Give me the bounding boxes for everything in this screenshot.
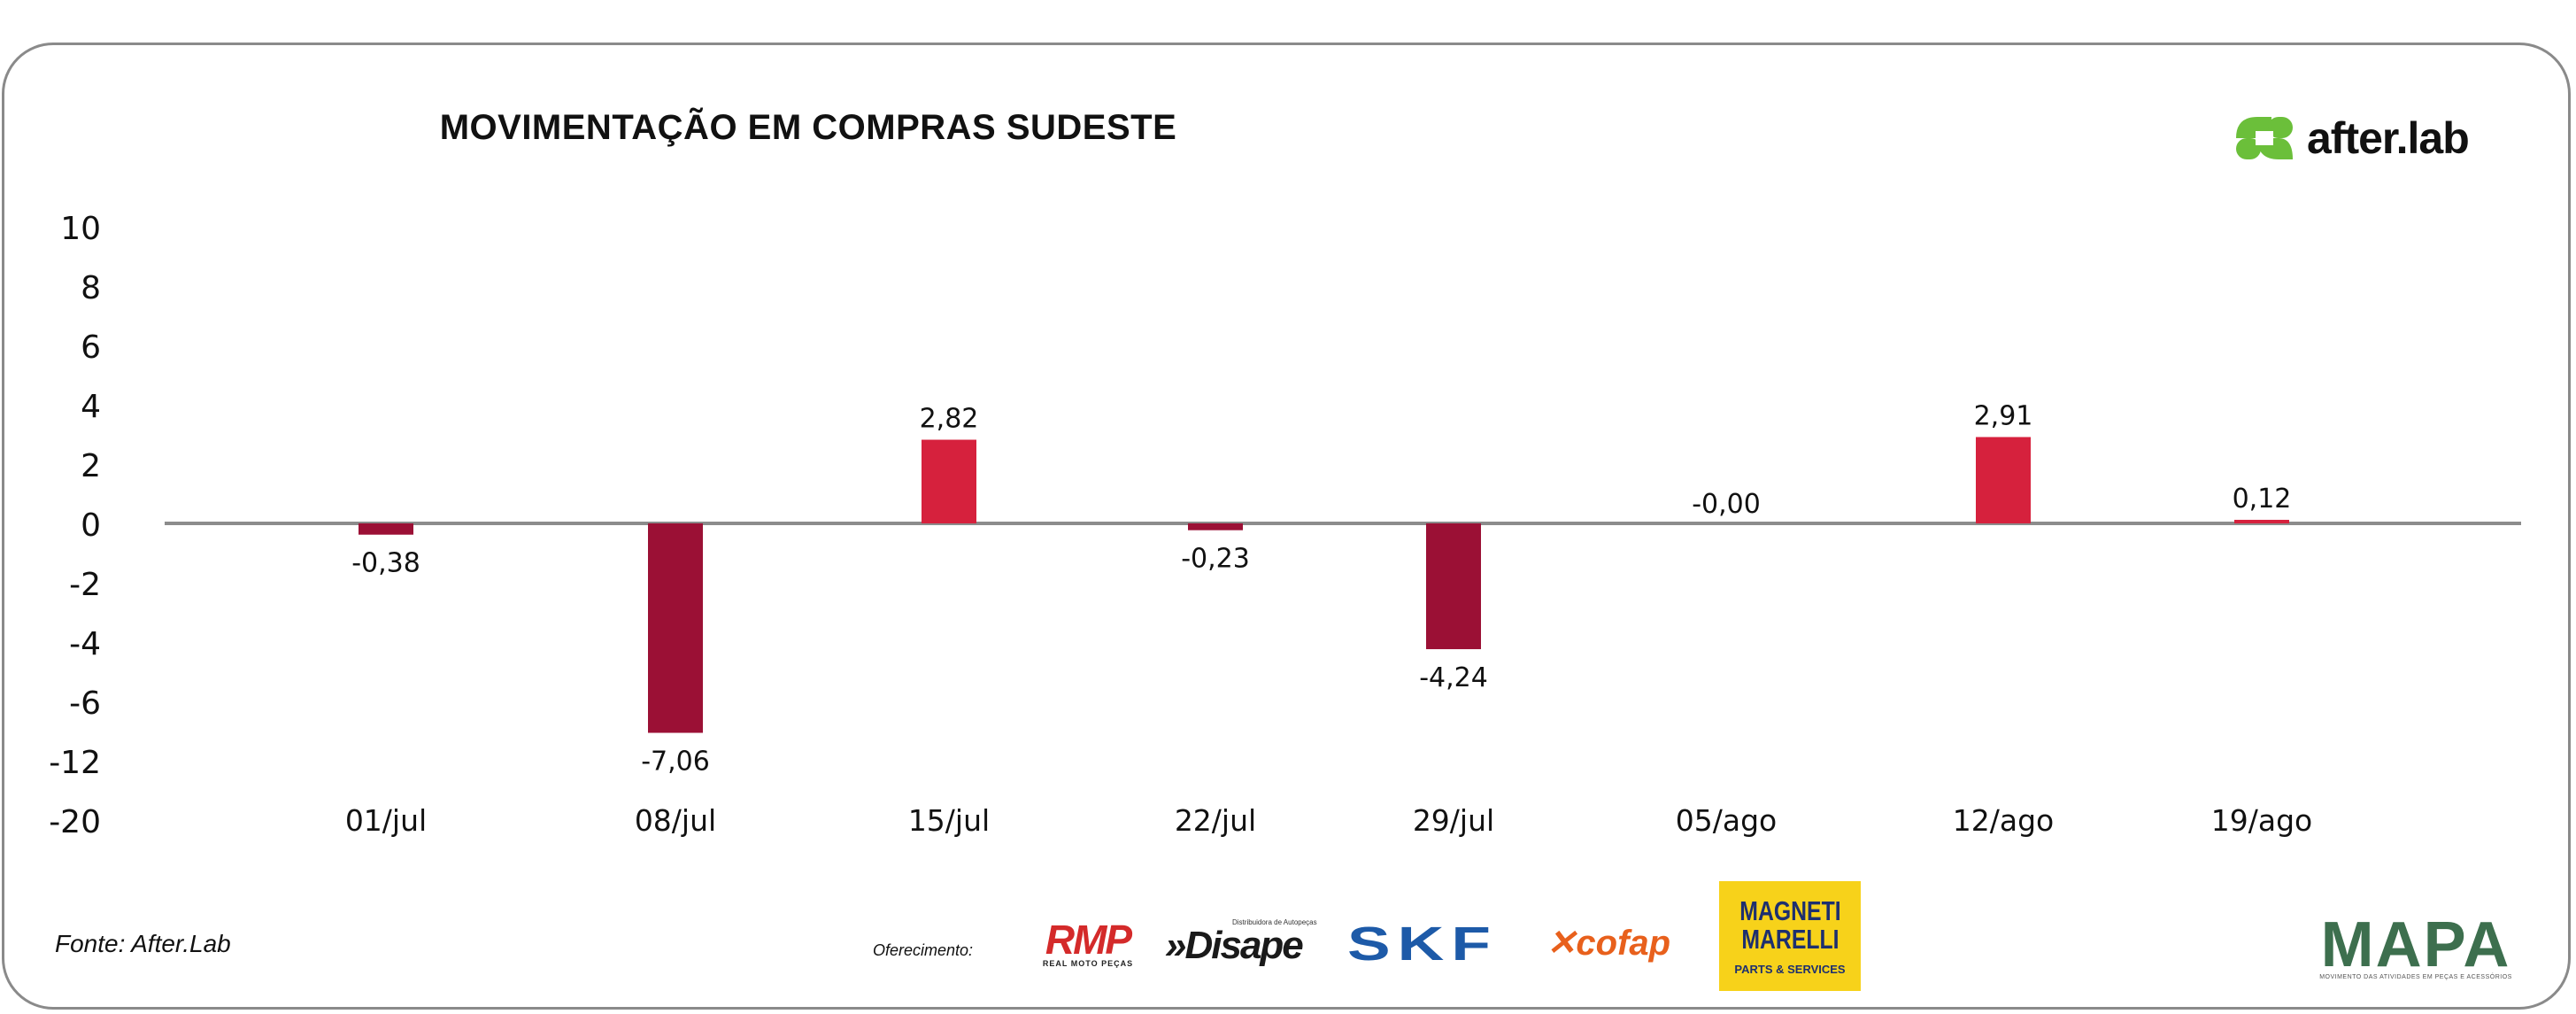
cofap-logo-text: ✕cofap <box>1546 924 1671 963</box>
x-tick-label: 08/jul <box>635 803 716 838</box>
y-tick-label: -12 <box>49 745 101 781</box>
source-note: Fonte: After.Lab <box>55 930 231 957</box>
skf-logo: SKF <box>1338 917 1507 971</box>
bar-22-jul <box>1188 523 1243 530</box>
bar-01-jul <box>359 523 413 535</box>
chart-frame <box>2 43 2571 1010</box>
value-label: 2,82 <box>920 404 979 435</box>
x-tick-label: 12/ago <box>1953 803 2054 838</box>
y-tick-label: 10 <box>60 211 101 247</box>
skf-logo-text: SKF <box>1346 917 1499 971</box>
x-axis: 01/jul 08/jul 15/jul 22/jul 29/jul 05/ago 12/a… <box>345 803 2312 838</box>
value-label: -0,00 <box>1692 489 1761 520</box>
y-tick-label: -2 <box>69 567 101 603</box>
magneti-marelli-logo-subtext: PARTS & SERVICES <box>1734 962 1846 976</box>
after-lab-logo: after.lab <box>2233 112 2470 165</box>
x-tick-label: 29/jul <box>1413 803 1494 838</box>
rmp-logo-text: RMP <box>1045 917 1132 963</box>
y-tick-label: 0 <box>81 507 101 544</box>
bar-15-jul <box>922 439 976 523</box>
value-label: -0,23 <box>1181 544 1250 575</box>
disape-logo-text: »Disape <box>1165 923 1304 967</box>
bar-08-jul <box>648 523 703 733</box>
value-label: 0,12 <box>2233 484 2292 515</box>
y-tick-label: 8 <box>81 270 101 306</box>
disape-logo: Distribuidora de Autopeças »Disape <box>1165 914 1321 969</box>
cofap-logo: ✕cofap <box>1524 921 1693 965</box>
bars-group <box>359 437 2289 733</box>
y-tick-label: -20 <box>49 804 101 840</box>
value-label: -7,06 <box>641 747 710 778</box>
mapa-logo-subtext: MOVIMENTO DAS ATIVIDADES EM PEÇAS E ACES… <box>2319 973 2512 980</box>
rmp-logo-subtext: REAL MOTO PEÇAS <box>1042 959 1134 968</box>
y-tick-label: -4 <box>69 626 101 662</box>
value-labels-group: -0,38 -7,06 2,82 -0,23 -4,24 -0,00 2,91 0,12 <box>351 401 2291 778</box>
y-axis: 10 8 6 4 2 0 -2 -4 -6 -12 -20 <box>49 211 101 840</box>
x-tick-label: 15/jul <box>908 803 990 838</box>
bar-19-ago <box>2234 519 2289 523</box>
x-tick-label: 01/jul <box>345 803 427 838</box>
mapa-logo-text: MAPA <box>2320 909 2511 980</box>
value-label: -4,24 <box>1419 662 1488 693</box>
x-tick-label: 05/ago <box>1676 803 1777 838</box>
y-tick-label: 6 <box>81 329 101 366</box>
rmp-logo: RMP REAL MOTO PEÇAS <box>1029 917 1147 971</box>
y-tick-label: 4 <box>81 389 101 425</box>
chart-title: MOVIMENTAÇÃO EM COMPRAS SUDESTE <box>0 108 2576 148</box>
y-tick-label: 2 <box>81 448 101 484</box>
chart-title-text: MOVIMENTAÇÃO EM COMPRAS SUDESTE <box>439 108 1177 147</box>
magneti-marelli-logo-text: MAGNETI MARELLI <box>1739 894 1841 955</box>
mapa-logo: MAPA MOVIMENTO DAS ATIVIDADES EM PEÇAS E… <box>2314 912 2518 983</box>
value-label: -0,38 <box>351 548 420 579</box>
y-tick-label: -6 <box>69 685 101 722</box>
offer-label: Oferecimento: <box>873 941 974 959</box>
magneti-marelli-logo: MAGNETI MARELLI PARTS & SERVICES <box>1719 881 1861 991</box>
bar-29-jul <box>1426 523 1481 650</box>
disape-logo-subtext: Distribuidora de Autopeças <box>1232 917 1317 926</box>
x-tick-label: 22/jul <box>1175 803 1256 838</box>
value-label: 2,91 <box>1974 401 2033 432</box>
x-tick-label: 19/ago <box>2211 803 2312 838</box>
bar-12-ago <box>1976 437 2031 523</box>
brand-name: after.lab <box>2307 113 2470 163</box>
after-lab-leaf-icon <box>2236 117 2293 159</box>
